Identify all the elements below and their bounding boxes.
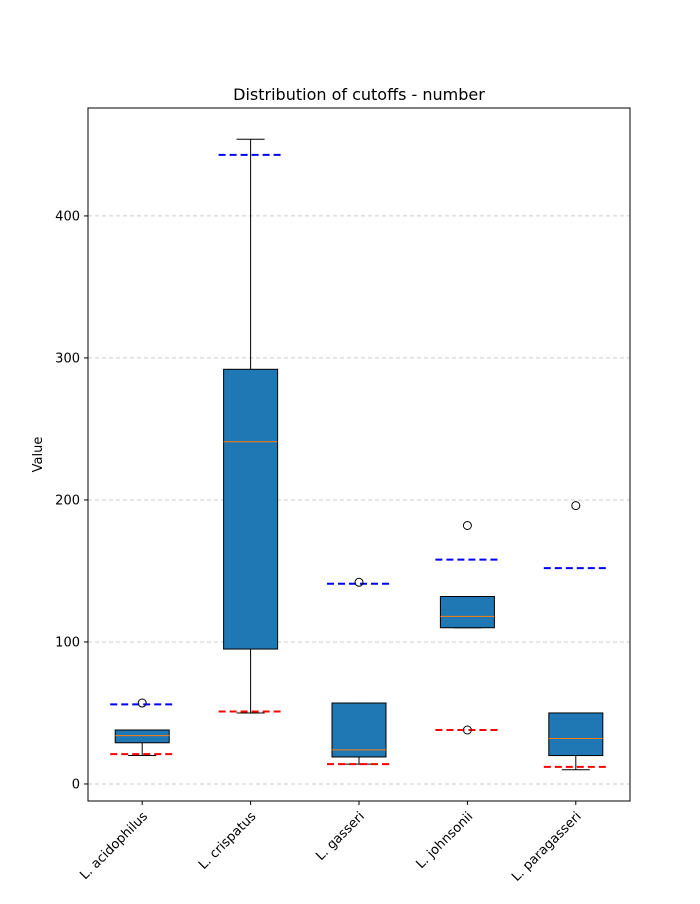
boxplots bbox=[110, 138, 608, 771]
y-tick-label: 100 bbox=[55, 635, 80, 650]
boxplot-4 bbox=[435, 521, 500, 735]
box bbox=[439, 596, 495, 629]
chart-title: Distribution of cutoffs - number bbox=[233, 85, 485, 104]
box bbox=[223, 368, 279, 650]
outlier-point bbox=[354, 577, 364, 587]
outlier-point bbox=[462, 521, 472, 531]
x-tick-label: L. johnsonii bbox=[413, 809, 476, 872]
boxplot-1 bbox=[110, 698, 175, 757]
box bbox=[114, 729, 170, 744]
y-tick-label: 300 bbox=[55, 351, 80, 366]
x-tick-label: L. crispatus bbox=[196, 809, 260, 873]
x-tick-label: L. paragasseri bbox=[509, 809, 584, 884]
axes: 0 100 200 300 400 L. acidophilus L. crispatus L… bbox=[55, 209, 584, 884]
boxplot-3 bbox=[327, 577, 391, 766]
x-tick-label: L. acidophilus bbox=[77, 809, 151, 883]
outlier-point bbox=[462, 725, 472, 735]
y-tick-label: 0 bbox=[72, 777, 80, 792]
y-axis-label: Value bbox=[31, 437, 46, 473]
box bbox=[331, 702, 387, 758]
y-tick-label: 200 bbox=[55, 493, 80, 508]
outlier-point bbox=[137, 698, 147, 708]
outlier-point bbox=[571, 501, 581, 511]
y-tick-label: 400 bbox=[55, 209, 80, 224]
boxplot-5 bbox=[543, 501, 608, 771]
x-tick-label: L. gasseri bbox=[313, 809, 368, 864]
gridlines bbox=[88, 215, 630, 785]
plot-frame bbox=[87, 107, 631, 802]
box bbox=[548, 712, 604, 757]
boxplot-2 bbox=[218, 138, 283, 714]
